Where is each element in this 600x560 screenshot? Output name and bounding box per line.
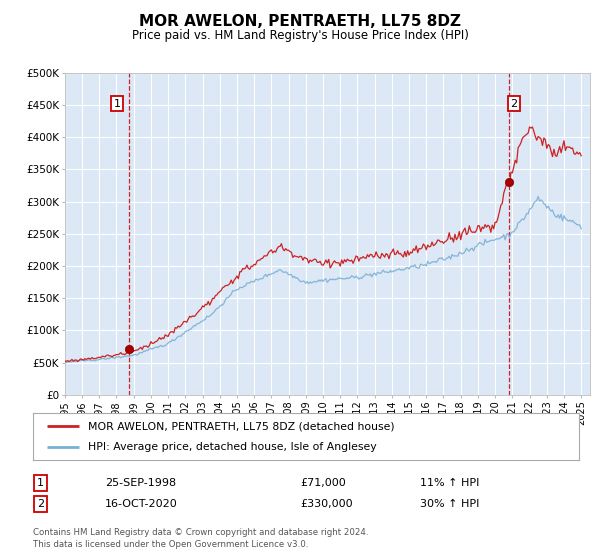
Text: £330,000: £330,000 [300, 499, 353, 509]
Text: 1: 1 [113, 99, 121, 109]
Text: 30% ↑ HPI: 30% ↑ HPI [420, 499, 479, 509]
Text: £71,000: £71,000 [300, 478, 346, 488]
Text: Contains HM Land Registry data © Crown copyright and database right 2024.
This d: Contains HM Land Registry data © Crown c… [33, 528, 368, 549]
Text: Price paid vs. HM Land Registry's House Price Index (HPI): Price paid vs. HM Land Registry's House … [131, 29, 469, 42]
Text: 11% ↑ HPI: 11% ↑ HPI [420, 478, 479, 488]
Text: 2: 2 [511, 99, 517, 109]
Text: 25-SEP-1998: 25-SEP-1998 [105, 478, 176, 488]
Text: HPI: Average price, detached house, Isle of Anglesey: HPI: Average price, detached house, Isle… [88, 442, 376, 452]
Text: 16-OCT-2020: 16-OCT-2020 [105, 499, 178, 509]
Text: 2: 2 [37, 499, 44, 509]
Text: MOR AWELON, PENTRAETH, LL75 8DZ: MOR AWELON, PENTRAETH, LL75 8DZ [139, 14, 461, 29]
Text: 1: 1 [37, 478, 44, 488]
Text: MOR AWELON, PENTRAETH, LL75 8DZ (detached house): MOR AWELON, PENTRAETH, LL75 8DZ (detache… [88, 421, 394, 431]
